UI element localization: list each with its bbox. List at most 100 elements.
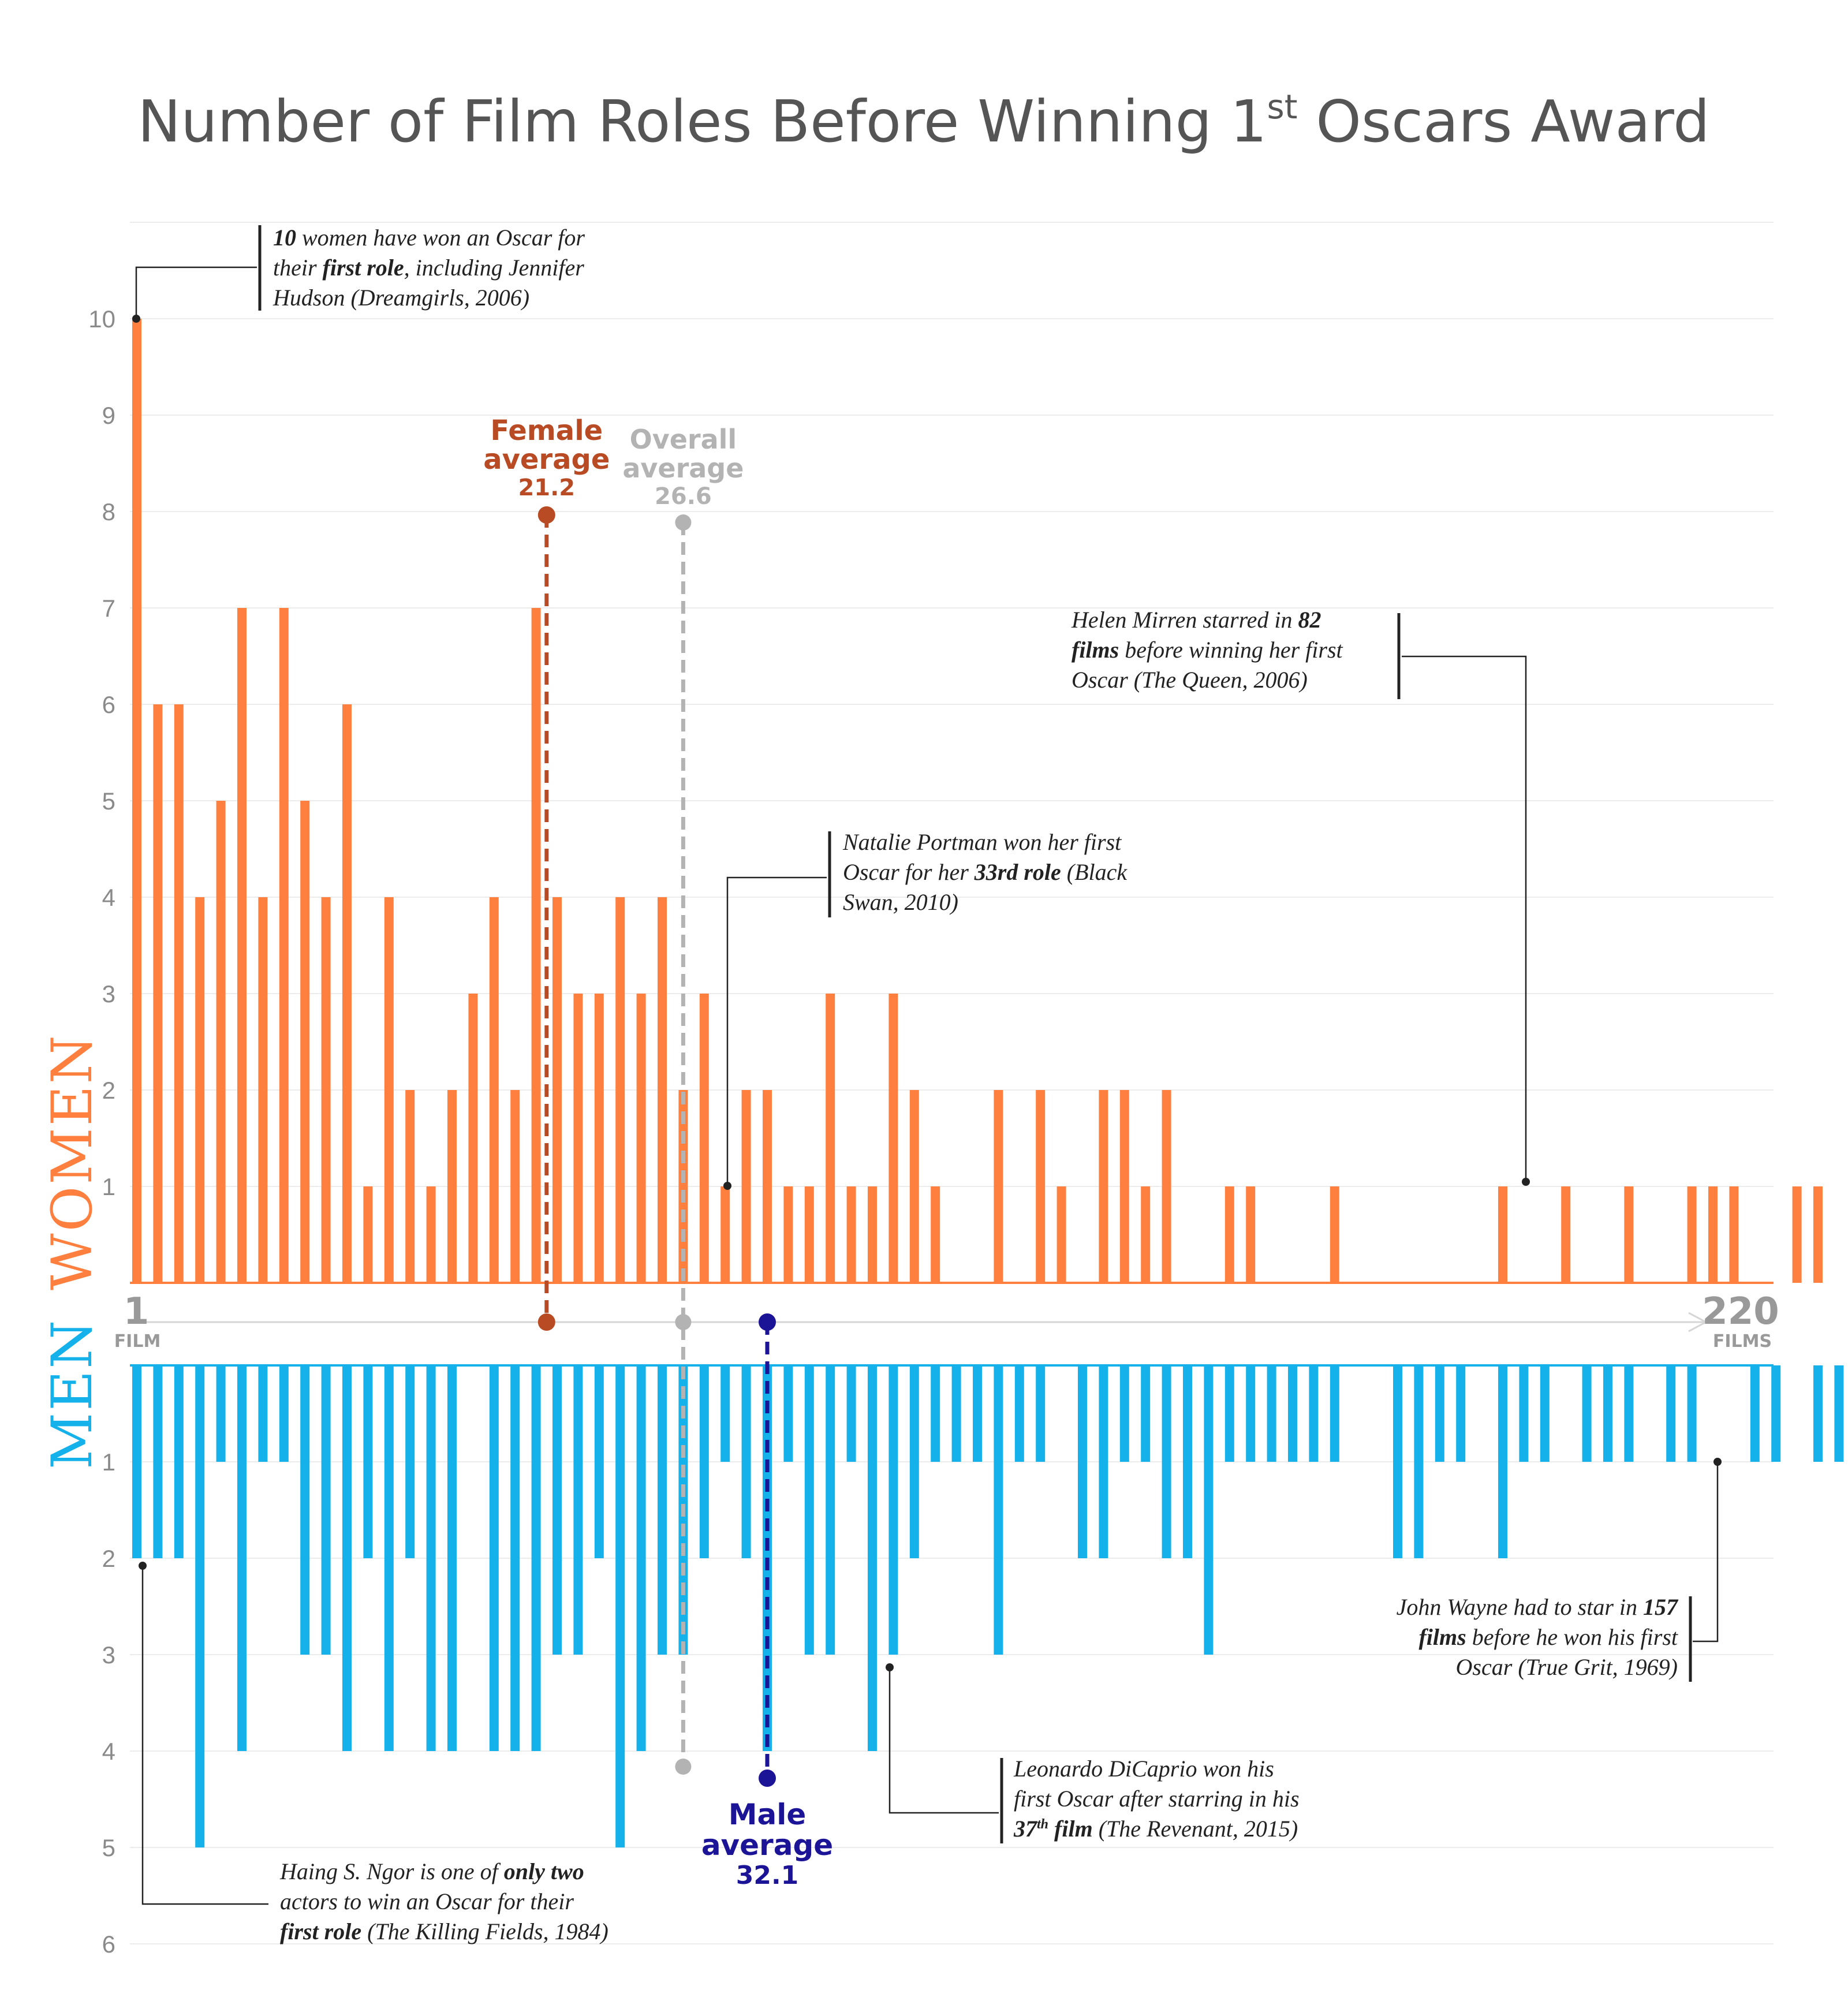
men-bar	[510, 1365, 520, 1751]
women-bar	[741, 1090, 751, 1283]
men-y-tick-label: 4	[102, 1738, 115, 1765]
axis-end-value: 220	[1702, 1290, 1779, 1333]
women-bar	[531, 608, 541, 1283]
women-bar	[1498, 1186, 1507, 1283]
men-bar	[615, 1365, 625, 1847]
chart-title-main: Number of Film Roles Before Winning 1	[137, 88, 1267, 155]
men-bar	[1582, 1365, 1592, 1462]
men-bar	[384, 1365, 394, 1751]
women-y-tick-label: 2	[102, 1077, 115, 1104]
annotation-wayne-dot	[1713, 1458, 1722, 1466]
women-bar	[1792, 1186, 1802, 1283]
annotation-mirren: Helen Mirren starred in 82 films before …	[1071, 607, 1530, 1186]
men-bar	[300, 1365, 310, 1655]
male-average-label-2: average	[701, 1828, 833, 1862]
women-bar	[1119, 1090, 1129, 1283]
men-bar	[552, 1365, 562, 1655]
men-bar	[573, 1365, 583, 1655]
men-bar	[1813, 1365, 1823, 1462]
women-y-tick-label: 9	[102, 402, 115, 429]
men-bar	[594, 1365, 604, 1558]
female-average-label-1: Female	[490, 415, 603, 447]
annotation-wayne-line-3: Oscar (True Grit, 1969)	[1456, 1654, 1678, 1680]
women-group-label: WOMEN	[40, 1033, 104, 1290]
women-bar	[615, 897, 625, 1283]
annotation-ngor-line-1: Haing S. Ngor is one of only two	[279, 1858, 584, 1884]
women-bar	[763, 1090, 772, 1283]
men-y-tick-label: 5	[102, 1834, 115, 1861]
annotation-hudson-line-2: their first role, including Jennifer	[273, 255, 584, 281]
women-bar	[279, 608, 289, 1283]
annotation-hudson-line-3: Hudson (Dreamgirls, 2006)	[272, 285, 529, 311]
annotation-ngor-line-3: first role (The Killing Fields, 1984)	[280, 1918, 608, 1944]
men-bar	[1267, 1365, 1276, 1462]
annotation-mirren-dot	[1522, 1178, 1530, 1186]
men-bar	[973, 1365, 982, 1462]
men-bar	[531, 1365, 541, 1751]
men-bar	[1519, 1365, 1529, 1462]
men-bar	[1624, 1365, 1634, 1462]
annotation-mirren-line-2: films before winning her first	[1072, 637, 1343, 663]
annotation-ngor: Haing S. Ngor is one of only two actors …	[139, 1562, 608, 1944]
women-bar	[720, 1186, 730, 1283]
women-gridlines	[130, 222, 1774, 1187]
annotation-dicaprio: Leonardo DiCaprio won his first Oscar af…	[886, 1663, 1300, 1843]
women-bar	[447, 1090, 457, 1283]
annotation-wayne-line-2: films before he won his first	[1418, 1624, 1678, 1650]
annotation-ngor-leader	[141, 1566, 268, 1905]
women-bar	[868, 1186, 877, 1283]
men-bar	[258, 1365, 268, 1462]
men-group-label: MEN	[40, 1319, 104, 1469]
women-bar	[153, 704, 163, 1283]
women-bar	[1056, 1186, 1066, 1283]
women-bar	[426, 1186, 436, 1283]
men-bar	[1162, 1365, 1171, 1558]
women-bar	[699, 994, 709, 1283]
men-bar	[1414, 1365, 1424, 1558]
women-bar	[489, 897, 499, 1283]
annotation-ngor-dot	[139, 1562, 147, 1570]
men-bar	[741, 1365, 751, 1558]
men-bar	[1540, 1365, 1550, 1462]
women-bar	[1099, 1090, 1108, 1283]
women-y-tick-label: 5	[102, 787, 115, 815]
chart-title-rest: Oscars Award	[1297, 88, 1709, 155]
men-bar	[1456, 1365, 1466, 1462]
women-bar	[1246, 1186, 1256, 1283]
men-bar	[658, 1365, 667, 1655]
men-bar	[1246, 1365, 1256, 1462]
annotation-portman-line-1: Natalie Portman won her first	[842, 829, 1122, 855]
annotation-ngor-line-2: actors to win an Oscar for their	[280, 1888, 574, 1914]
men-bar	[804, 1365, 814, 1655]
women-bar	[384, 897, 394, 1283]
women-bar	[1708, 1186, 1718, 1283]
men-bar	[1119, 1365, 1129, 1462]
annotation-wayne-leader	[1693, 1462, 1719, 1643]
women-bar	[888, 994, 898, 1283]
women-bar	[342, 704, 352, 1283]
men-bar	[783, 1365, 793, 1462]
women-bar	[826, 994, 835, 1283]
men-bar	[216, 1365, 226, 1462]
men-bar	[1183, 1365, 1192, 1558]
men-bar	[1309, 1365, 1319, 1462]
men-y-tick-label: 6	[102, 1931, 115, 1958]
men-bars	[132, 1365, 1844, 1847]
men-bar	[1603, 1365, 1612, 1462]
women-y-tick-label: 6	[102, 691, 115, 718]
axis-end-unit: FILMS	[1713, 1331, 1772, 1352]
annotation-hudson-line-1: 10 women have won an Oscar for	[273, 225, 585, 251]
men-bar	[994, 1365, 1003, 1655]
men-bar	[1834, 1365, 1844, 1462]
men-bar	[489, 1365, 499, 1751]
men-y-tick-label: 2	[102, 1545, 115, 1572]
men-bar	[1288, 1365, 1297, 1462]
annotation-dicaprio-line-1: Leonardo DiCaprio won his	[1013, 1756, 1274, 1782]
women-bar	[1330, 1186, 1339, 1283]
women-y-tick-label: 8	[102, 498, 115, 525]
women-bar	[321, 897, 331, 1283]
men-y-tick-label: 1	[102, 1449, 115, 1476]
annotation-dicaprio-line-3: 37th film (The Revenant, 2015)	[1013, 1816, 1298, 1842]
women-y-ticks: 1 2 3 4 5 6 7 8 9 10	[88, 305, 115, 1200]
